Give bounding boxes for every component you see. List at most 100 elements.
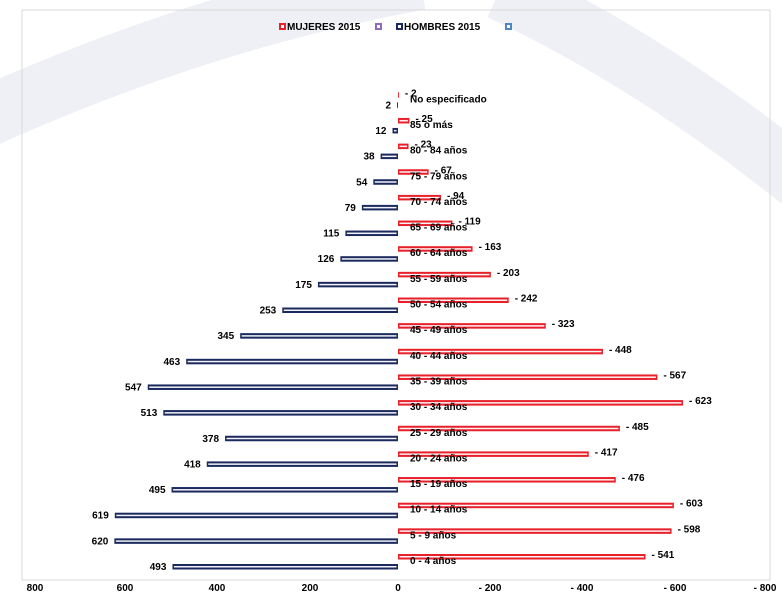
- value-label-mujeres: - 23: [415, 140, 433, 151]
- x-tick-label: 0: [395, 583, 401, 593]
- value-label-mujeres: - 242: [515, 294, 538, 305]
- value-label-hombres: 54: [356, 177, 368, 188]
- bar-hombres-highlight: [374, 181, 397, 183]
- value-label-hombres: 253: [260, 306, 277, 317]
- bar-mujeres-highlight: [399, 427, 619, 430]
- legend-label-hombres: HOMBRES 2015: [404, 22, 481, 33]
- bar-mujeres-highlight: [399, 530, 671, 532]
- legend: MUJERES 2015 HOMBRES 2015: [279, 22, 512, 33]
- value-label-mujeres: - 476: [622, 473, 645, 484]
- x-tick-label: - 200: [479, 583, 502, 593]
- value-label-hombres: 378: [202, 434, 219, 445]
- category-label: 5 - 9 años: [410, 530, 457, 541]
- bar-hombres: [397, 102, 398, 108]
- x-tick-label: - 400: [571, 583, 594, 593]
- background-swoosh: [487, 0, 782, 204]
- category-label: 45 - 49 años: [410, 325, 468, 336]
- bar-mujeres-highlight: [399, 479, 615, 481]
- bars-group: [114, 92, 684, 570]
- bar-hombres-highlight: [346, 232, 397, 235]
- value-label-mujeres: - 485: [626, 422, 649, 433]
- value-label-mujeres: - 448: [609, 345, 632, 356]
- value-label-mujeres: - 203: [497, 268, 520, 279]
- bar-mujeres-highlight: [399, 171, 428, 173]
- value-label-mujeres: - 25: [415, 114, 433, 125]
- category-label: 25 - 29 años: [410, 428, 468, 439]
- category-label: 65 - 69 años: [410, 223, 468, 234]
- background-swoosh: [0, 0, 426, 144]
- bar-mujeres-highlight: [399, 222, 451, 225]
- category-label: No especificado: [410, 94, 487, 105]
- category-label: 55 - 59 años: [410, 274, 468, 285]
- category-label: 60 - 64 años: [410, 248, 468, 259]
- value-label-hombres: 345: [217, 331, 234, 342]
- bar-hombres-highlight: [363, 206, 397, 209]
- value-label-hombres: 38: [363, 152, 375, 163]
- value-label-mujeres: - 119: [458, 217, 481, 228]
- bar-hombres-highlight: [115, 540, 397, 542]
- bar-hombres-highlight: [164, 412, 397, 414]
- value-label-mujeres: - 163: [479, 242, 502, 253]
- bar-hombres-highlight: [149, 386, 397, 388]
- x-tick-label: 800: [27, 583, 44, 593]
- bar-hombres-highlight: [208, 463, 397, 465]
- value-label-hombres: 115: [323, 229, 340, 240]
- category-label: 70 - 74 años: [410, 197, 468, 208]
- value-label-hombres: 79: [345, 203, 357, 214]
- legend-label-mujeres: MUJERES 2015: [287, 22, 361, 33]
- value-label-hombres: 175: [295, 280, 312, 291]
- category-label: 40 - 44 años: [410, 351, 468, 362]
- x-tick-label: 400: [209, 583, 226, 593]
- labels-group: - 541 493 0 - 4 años - 598 620 5 - 9 años - 60…: [92, 88, 713, 573]
- value-label-hombres: 12: [375, 126, 387, 137]
- value-label-mujeres: - 417: [595, 447, 618, 458]
- bar-mujeres-highlight: [399, 504, 673, 507]
- bar-mujeres-highlight: [399, 350, 602, 353]
- value-label-hombres: 2: [386, 100, 392, 111]
- category-label: 10 - 14 años: [410, 505, 468, 516]
- bar-mujeres-highlight: [399, 119, 408, 122]
- value-label-hombres: 126: [318, 254, 335, 265]
- bar-hombres-highlight: [283, 309, 397, 311]
- category-label: 85 o más: [410, 120, 453, 131]
- bar-hombres-highlight: [394, 129, 397, 132]
- bar-hombres-highlight: [341, 258, 397, 260]
- bar-mujeres: [398, 92, 399, 98]
- bar-hombres-highlight: [173, 566, 397, 568]
- bar-mujeres-highlight: [399, 453, 588, 455]
- bar-mujeres-highlight: [399, 196, 440, 199]
- bar-mujeres-highlight: [399, 402, 682, 404]
- bar-mujeres-highlight: [399, 299, 508, 301]
- value-label-mujeres: - 2: [405, 88, 417, 99]
- bar-hombres-highlight: [187, 360, 397, 363]
- bar-hombres-highlight: [226, 437, 397, 440]
- bar-hombres-highlight: [319, 283, 397, 286]
- category-label: 0 - 4 años: [410, 556, 457, 567]
- plot-area-frame: [21, 9, 771, 581]
- value-label-mujeres: - 67: [435, 165, 453, 176]
- x-tick-label: - 800: [754, 583, 777, 593]
- value-label-hombres: 495: [149, 485, 166, 496]
- category-label: 20 - 24 años: [410, 453, 468, 464]
- bar-mujeres-highlight: [399, 145, 408, 148]
- value-label-hombres: 513: [141, 408, 158, 419]
- value-label-hombres: 463: [163, 357, 180, 368]
- value-label-mujeres: - 541: [652, 550, 675, 561]
- bar-mujeres-highlight: [399, 248, 472, 250]
- value-label-hombres: 620: [92, 536, 109, 547]
- value-label-hombres: 619: [92, 511, 109, 522]
- value-label-hombres: 418: [184, 459, 201, 470]
- value-label-hombres: 547: [125, 382, 142, 393]
- value-label-mujeres: - 623: [689, 396, 712, 407]
- bar-hombres-highlight: [241, 335, 397, 337]
- category-label: 15 - 19 años: [410, 479, 468, 490]
- category-label: 75 - 79 años: [410, 171, 468, 182]
- category-label: 35 - 39 años: [410, 376, 468, 387]
- value-label-hombres: 493: [150, 562, 167, 573]
- bar-mujeres-highlight: [399, 273, 490, 276]
- value-label-mujeres: - 323: [552, 319, 575, 330]
- x-tick-label: - 600: [664, 583, 687, 593]
- value-label-mujeres: - 603: [680, 499, 703, 510]
- x-tick-label: 600: [117, 583, 134, 593]
